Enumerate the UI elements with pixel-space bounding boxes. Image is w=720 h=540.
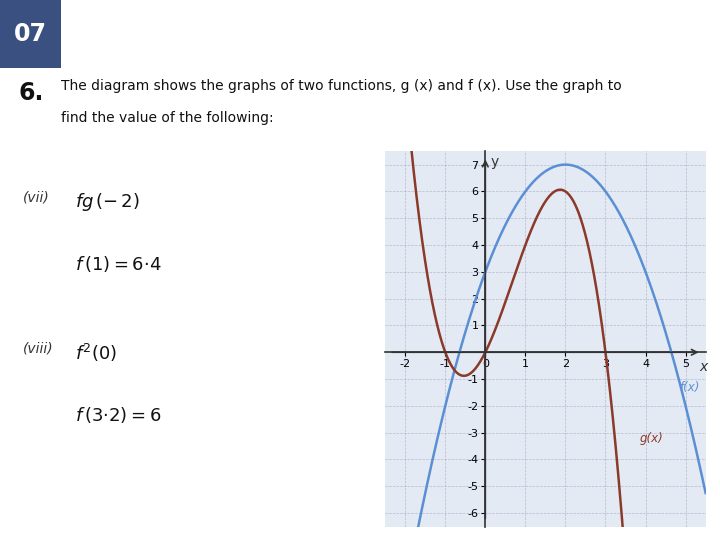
Text: $fg\,(-\,2)$: $fg\,(-\,2)$ bbox=[75, 191, 140, 213]
Text: The diagram shows the graphs of two functions, g (x) and f (x). Use the graph to: The diagram shows the graphs of two func… bbox=[61, 79, 622, 93]
Text: $f\,(1) = 6{\cdot}4$: $f\,(1) = 6{\cdot}4$ bbox=[75, 254, 161, 274]
Text: x: x bbox=[699, 360, 708, 374]
Text: g(x): g(x) bbox=[639, 431, 663, 444]
Text: Practice Questions 7.6: Practice Questions 7.6 bbox=[76, 21, 410, 47]
Text: y: y bbox=[490, 155, 498, 169]
Bar bbox=[0, 0, 61, 68]
Text: 07: 07 bbox=[14, 22, 47, 46]
Text: f(x): f(x) bbox=[680, 381, 700, 394]
Text: $f^2(0)$: $f^2(0)$ bbox=[75, 342, 117, 363]
Text: $f\,(3{\cdot}2) = 6$: $f\,(3{\cdot}2) = 6$ bbox=[75, 405, 161, 425]
Text: (vii): (vii) bbox=[22, 191, 49, 205]
Text: (viii): (viii) bbox=[22, 342, 53, 355]
Text: find the value of the following:: find the value of the following: bbox=[61, 111, 274, 125]
Text: 6.: 6. bbox=[18, 81, 43, 105]
